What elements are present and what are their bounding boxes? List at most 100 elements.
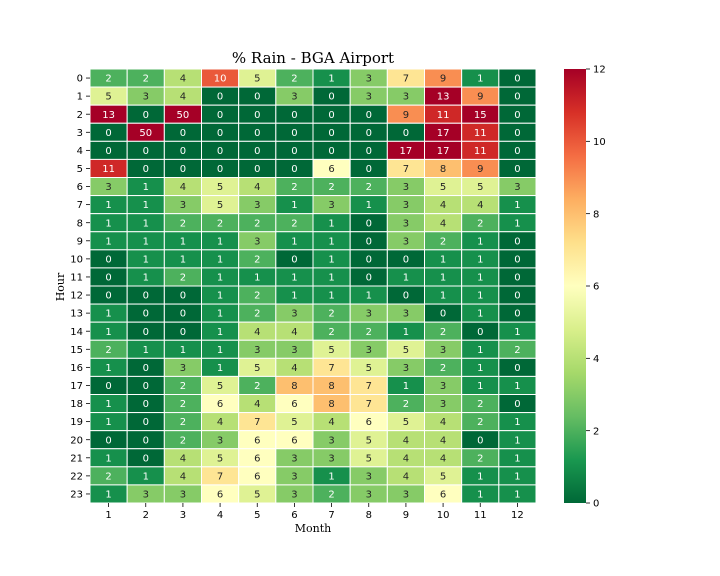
cell-value-label: 0 <box>105 435 111 446</box>
cell-value-label: 1 <box>143 182 149 193</box>
cell-value-label: 3 <box>403 200 409 211</box>
y-tick-label: 17 <box>70 381 83 392</box>
cell-value-label: 5 <box>366 363 372 374</box>
cell-value-label: 1 <box>328 74 334 85</box>
cell-value-label: 3 <box>403 182 409 193</box>
cell-value-label: 3 <box>440 345 446 356</box>
colorbar-tick-label: 2 <box>593 426 599 437</box>
cell-value-label: 5 <box>254 363 260 374</box>
cell-value-label: 0 <box>180 327 186 338</box>
cell-value-label: 4 <box>477 200 483 211</box>
cell-value-label: 4 <box>403 435 409 446</box>
cell-value-label: 0 <box>477 327 483 338</box>
cell-value-label: 1 <box>180 236 186 247</box>
cell-value-label: 5 <box>254 74 260 85</box>
cell-value-label: 2 <box>105 74 111 85</box>
cell-value-label: 1 <box>143 345 149 356</box>
x-tick-label: 5 <box>254 510 260 521</box>
cell-value-label: 2 <box>291 218 297 229</box>
cell-value-label: 3 <box>217 435 223 446</box>
cell-value-label: 0 <box>328 110 334 121</box>
cell-value-label: 1 <box>217 363 223 374</box>
cell-value-label: 4 <box>440 435 446 446</box>
cell-value-label: 6 <box>366 417 372 428</box>
cell-value-label: 0 <box>254 128 260 139</box>
cell-value-label: 5 <box>366 453 372 464</box>
cell-value-label: 1 <box>105 399 111 410</box>
cell-value-label: 0 <box>143 309 149 320</box>
cell-value-label: 0 <box>403 254 409 265</box>
cell-value-label: 4 <box>440 218 446 229</box>
cell-value-label: 0 <box>291 128 297 139</box>
cell-value-label: 3 <box>180 490 186 501</box>
cell-value-label: 1 <box>291 291 297 302</box>
cell-value-label: 15 <box>474 110 487 121</box>
cell-value-label: 4 <box>254 399 260 410</box>
heatmap-cells: 2 2 4 10 5 2 1 3 7 9 1 05 3 4 0 0 3 0 3 3 13 9 013 0 50 0 0 0 0 0 9 11 1… <box>89 68 537 504</box>
cell-value-label: 0 <box>143 363 149 374</box>
cell-value-label: 5 <box>217 200 223 211</box>
cell-value-label: 4 <box>440 453 446 464</box>
y-tick-label: 10 <box>70 254 83 265</box>
cell-value-label: 8 <box>291 381 297 392</box>
y-tick-label: 9 <box>77 236 83 247</box>
cell-value-label: 4 <box>403 453 409 464</box>
cell-value-label: 2 <box>477 417 483 428</box>
cell-value-label: 2 <box>254 254 260 265</box>
cell-value-label: 1 <box>328 471 334 482</box>
cell-value-label: 5 <box>477 182 483 193</box>
cell-value-label: 0 <box>514 164 520 175</box>
cell-value-label: 0 <box>514 128 520 139</box>
y-tick-label: 3 <box>77 128 83 139</box>
cell-value-label: 0 <box>143 110 149 121</box>
cell-value-label: 4 <box>440 417 446 428</box>
cell-value-label: 0 <box>366 254 372 265</box>
cell-value-label: 3 <box>366 471 372 482</box>
cell-value-label: 0 <box>143 146 149 157</box>
cell-value-label: 1 <box>217 327 223 338</box>
cell-value-label: 0 <box>514 92 520 103</box>
y-tick-label: 1 <box>77 92 83 103</box>
cell-value-label: 3 <box>254 200 260 211</box>
cell-value-label: 11 <box>437 110 450 121</box>
cell-value-label: 13 <box>102 110 115 121</box>
x-tick-label: 1 <box>105 510 111 521</box>
cell-value-label: 1 <box>477 291 483 302</box>
cell-value-label: 1 <box>514 381 520 392</box>
chart-title: % Rain - BGA Airport <box>232 49 394 67</box>
cell-value-label: 1 <box>143 254 149 265</box>
y-tick-label: 19 <box>70 417 83 428</box>
cell-value-label: 1 <box>143 200 149 211</box>
cell-value-label: 2 <box>477 453 483 464</box>
cell-value-label: 17 <box>437 146 450 157</box>
cell-value-label: 4 <box>291 327 297 338</box>
cell-value-label: 2 <box>217 218 223 229</box>
cell-value-label: 0 <box>105 291 111 302</box>
cell-value-label: 2 <box>180 218 186 229</box>
cell-value-label: 50 <box>177 110 190 121</box>
x-tick-label: 9 <box>403 510 409 521</box>
cell-value-label: 3 <box>366 74 372 85</box>
cell-value-label: 1 <box>143 236 149 247</box>
x-tick-label: 10 <box>437 510 450 521</box>
cell-value-label: 6 <box>291 399 297 410</box>
cell-value-label: 0 <box>105 381 111 392</box>
cell-value-label: 2 <box>180 381 186 392</box>
cell-value-label: 1 <box>328 236 334 247</box>
cell-value-label: 5 <box>105 92 111 103</box>
cell-value-label: 0 <box>366 146 372 157</box>
cell-value-label: 1 <box>477 345 483 356</box>
cell-value-label: 2 <box>254 218 260 229</box>
x-tick-label: 12 <box>511 510 524 521</box>
cell-value-label: 0 <box>477 435 483 446</box>
cell-value-label: 1 <box>477 74 483 85</box>
cell-value-label: 4 <box>180 74 186 85</box>
y-tick-label: 2 <box>77 110 83 121</box>
cell-value-label: 1 <box>143 218 149 229</box>
cell-value-label: 2 <box>105 345 111 356</box>
cell-value-label: 1 <box>403 327 409 338</box>
cell-value-label: 0 <box>328 128 334 139</box>
x-axis-label: Month <box>295 522 331 535</box>
cell-value-label: 3 <box>403 309 409 320</box>
y-tick-label: 20 <box>70 435 83 446</box>
